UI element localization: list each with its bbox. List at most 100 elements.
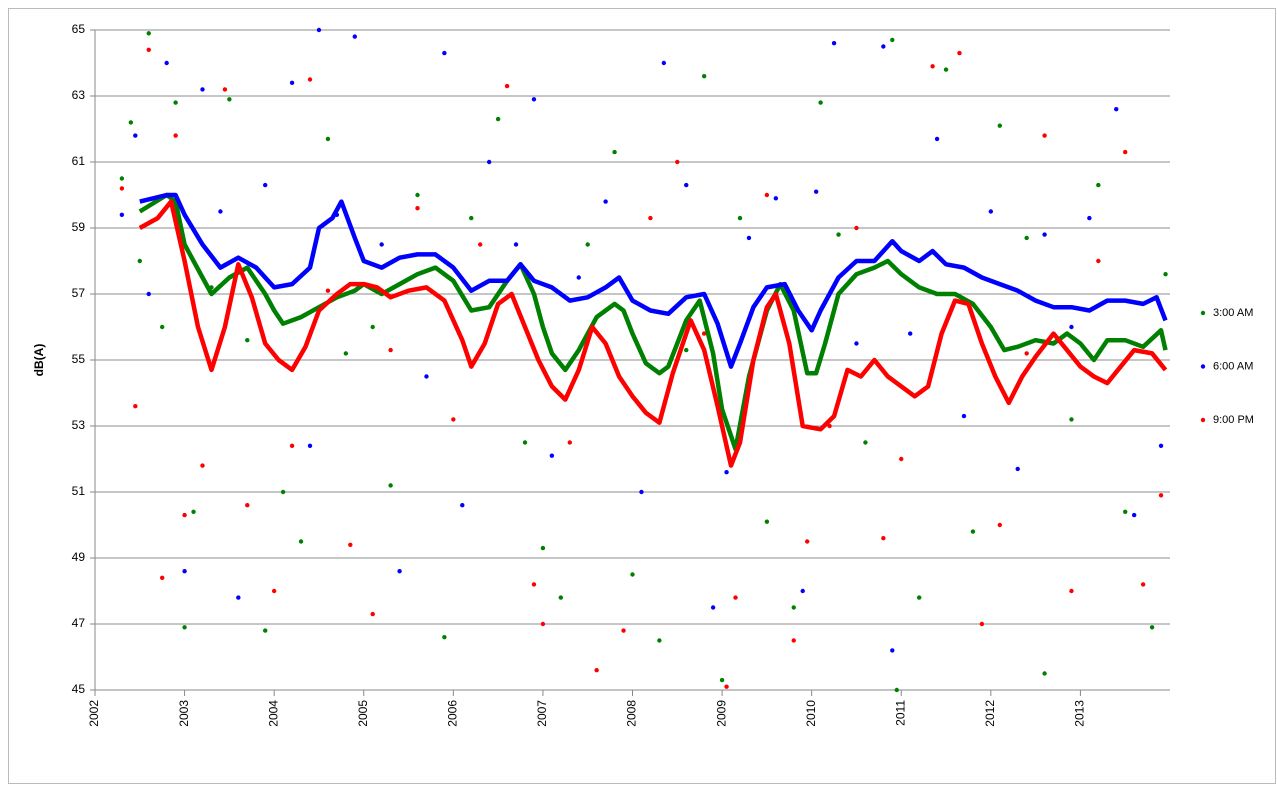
data-point: [236, 595, 241, 600]
data-point: [881, 44, 886, 49]
data-point: [263, 628, 268, 633]
data-point: [979, 621, 985, 627]
data-point: [370, 324, 375, 330]
data-point: [263, 182, 268, 188]
trend-line: [139, 192, 1168, 369]
data-point: [307, 77, 313, 82]
data-point: [245, 338, 250, 343]
data-point: [173, 100, 178, 105]
x-tick-label: 2008: [625, 700, 639, 727]
data-point: [621, 628, 626, 633]
data-point: [451, 417, 456, 422]
data-point: [916, 595, 922, 600]
data-point: [881, 536, 886, 541]
data-point: [1015, 466, 1020, 472]
legend-marker: [1200, 364, 1206, 369]
data-point: [486, 159, 492, 165]
data-point: [348, 542, 353, 547]
data-point: [630, 572, 635, 577]
data-point: [182, 569, 187, 574]
data-point: [603, 199, 608, 204]
data-point: [1024, 235, 1029, 241]
data-point: [764, 519, 770, 524]
data-point: [558, 595, 564, 600]
x-tick-label: 2013: [1073, 700, 1087, 727]
data-point: [146, 31, 151, 36]
data-point: [1096, 182, 1101, 188]
data-point: [612, 149, 617, 155]
data-point: [343, 351, 349, 356]
data-point: [957, 50, 962, 56]
data-point: [639, 489, 644, 495]
legend-marker: [1200, 417, 1206, 423]
data-point: [119, 176, 125, 181]
data-point: [146, 47, 151, 52]
data-point: [1042, 232, 1047, 237]
data-point: [997, 522, 1002, 528]
data-point: [988, 209, 994, 214]
data-point: [1158, 493, 1164, 498]
data-point: [831, 41, 837, 46]
legend-label: 9:00 PM: [1213, 414, 1254, 426]
data-point: [191, 509, 196, 514]
data-point: [200, 463, 205, 468]
data-point: [724, 684, 729, 689]
y-tick-label: 59: [72, 220, 86, 234]
data-point: [388, 483, 393, 488]
data-point: [325, 288, 331, 293]
data-point: [379, 242, 384, 247]
data-point: [289, 80, 295, 86]
data-point: [173, 133, 178, 138]
y-tick-label: 45: [72, 682, 86, 696]
data-point: [701, 331, 707, 336]
data-point: [352, 34, 357, 39]
data-point: [657, 638, 662, 643]
y-tick-label: 57: [72, 286, 86, 300]
data-point: [370, 611, 375, 617]
y-tick-label: 63: [72, 88, 86, 102]
data-point: [961, 413, 967, 419]
data-point: [1087, 215, 1092, 221]
data-point: [1042, 671, 1047, 676]
data-point: [818, 100, 823, 105]
data-point: [522, 440, 528, 445]
data-point: [1123, 149, 1128, 155]
data-point: [1149, 625, 1155, 630]
data-point: [218, 209, 223, 214]
data-point: [159, 324, 165, 330]
data-point: [316, 27, 322, 33]
data-point: [827, 423, 832, 429]
x-tick-label: 2010: [804, 700, 818, 727]
data-point: [182, 512, 187, 518]
x-tick-label: 2011: [893, 700, 907, 726]
data-point: [200, 87, 205, 92]
data-point: [137, 258, 142, 264]
data-point: [182, 625, 187, 630]
data-point: [719, 677, 725, 683]
y-axis-label: dB(A): [32, 344, 46, 377]
data-point: [388, 347, 393, 353]
data-point: [576, 275, 581, 280]
data-point: [227, 97, 232, 102]
data-point: [746, 235, 752, 241]
data-point: [146, 291, 151, 297]
data-point: [684, 347, 689, 353]
data-point: [701, 74, 707, 79]
data-point: [863, 440, 868, 445]
data-point: [307, 443, 313, 448]
data-point: [710, 605, 716, 610]
data-point: [119, 186, 125, 191]
data-point: [684, 182, 689, 188]
data-point: [504, 83, 510, 89]
data-point: [133, 133, 138, 138]
data-point: [943, 67, 949, 72]
data-point: [813, 189, 819, 194]
data-point: [424, 374, 429, 379]
data-point: [549, 453, 555, 458]
y-tick-label: 61: [72, 154, 86, 168]
trend-line: [138, 199, 1168, 468]
data-point: [1042, 133, 1047, 138]
data-point: [119, 212, 125, 217]
data-point: [325, 136, 331, 142]
data-point: [1069, 588, 1074, 594]
